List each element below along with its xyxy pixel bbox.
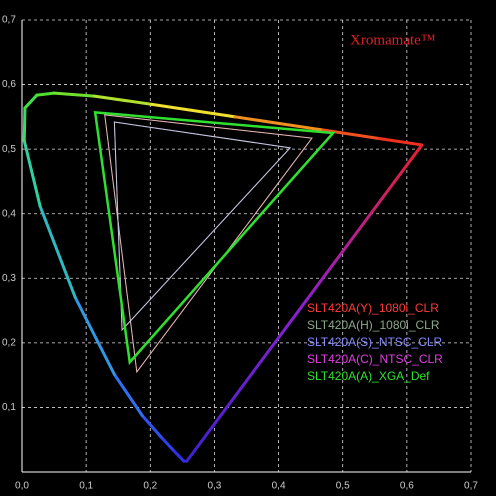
y-tick-label: 0,6 [2,79,16,90]
locus-segment [159,435,175,451]
x-tick-label: 0,6 [400,481,414,492]
y-tick-label: 0,2 [2,337,16,348]
purple-line [185,144,424,463]
x-tick-label: 0,1 [79,481,93,492]
locus-segment [150,102,237,119]
gamut-triangle [113,121,292,332]
locus-segment [22,139,42,208]
locus-segment [92,94,154,106]
locus-segment [112,372,144,418]
chart-title: Xromamate™ [350,32,436,48]
x-tick-label: 0,3 [207,481,221,492]
y-tick-label: 0,3 [2,273,16,284]
x-tick-label: 0,2 [143,481,157,492]
locus-segment [140,414,163,439]
legend-label: SLT420A(A)_XGA_Def [307,369,430,383]
legend-label: SLT420A(C)_NTSC_CLR [307,352,443,366]
legend-label: SLT420A(Y)_1080i_CLR [307,301,439,315]
x-tick-label: 0,7 [464,481,478,492]
y-tick-label: 0,1 [2,402,16,413]
legend-label: SLT420A(S)_NTSC_CLR [307,335,442,349]
locus-segment [52,91,96,98]
x-tick-label: 0,0 [15,481,29,492]
locus-segment [23,93,39,110]
x-tick-label: 0,4 [272,481,286,492]
y-tick-label: 0,5 [2,144,16,155]
locus-segment [233,115,325,132]
locus-segment [73,295,116,376]
locus-segment [377,136,424,147]
x-tick-label: 0,5 [336,481,350,492]
locus-segment [171,447,186,463]
gamut-triangle [93,110,336,366]
gamut-triangle [113,121,292,332]
locus-segment [22,106,27,143]
y-tick-label: 0,7 [2,15,16,26]
legend-label: SLT420A(H)_1080i_CLR [307,318,440,332]
locus-segment [35,91,56,97]
locus-segment [321,128,381,140]
y-tick-label: 0,4 [2,208,16,219]
locus-segment [38,204,77,299]
